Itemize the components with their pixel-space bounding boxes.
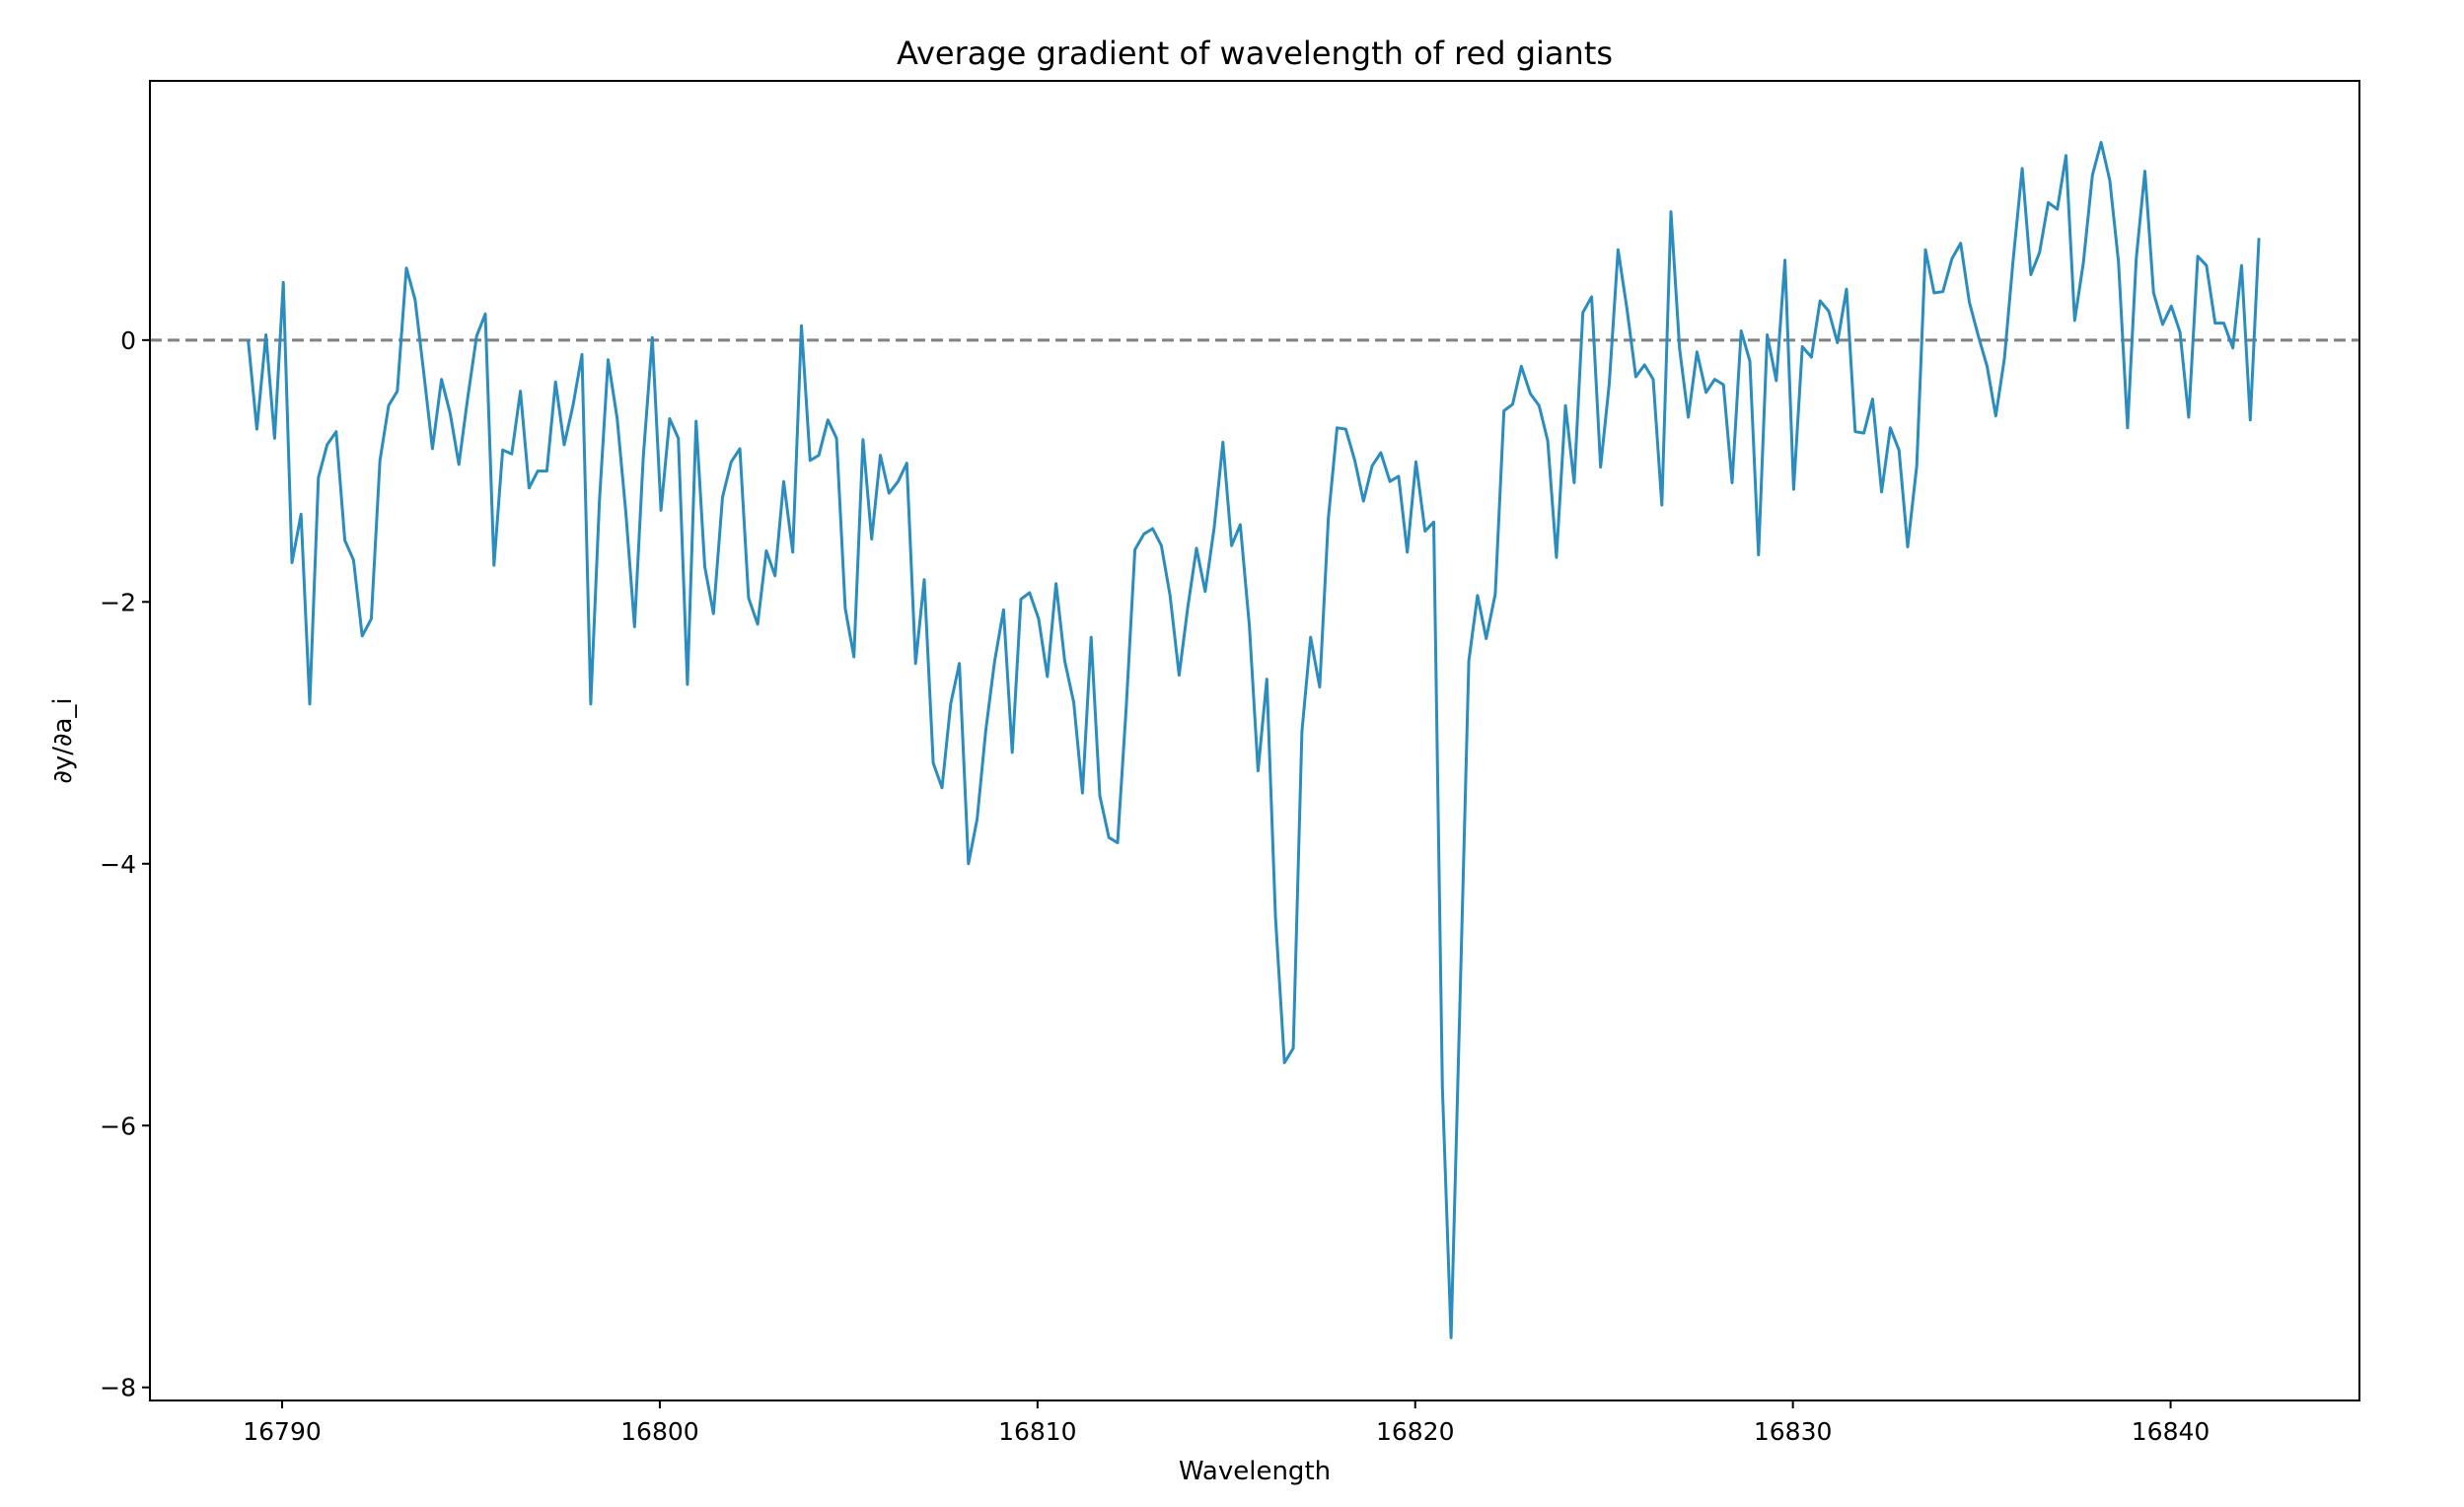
x-tick-label: 16820 [1376, 1417, 1455, 1446]
series-line-0 [247, 140, 2261, 1339]
x-tick-label: 16790 [243, 1417, 322, 1446]
y-tick-label: −4 [100, 850, 136, 879]
y-tick-label: −6 [100, 1112, 136, 1140]
x-tick-label: 16810 [998, 1417, 1077, 1446]
x-axis-label: Wavelength [1179, 1457, 1331, 1486]
x-tick-label: 16840 [2132, 1417, 2210, 1446]
y-tick-label: 0 [120, 326, 136, 355]
y-tick-label: −8 [100, 1374, 136, 1402]
plot-area [150, 140, 2359, 1339]
x-tick-label: 16800 [620, 1417, 699, 1446]
y-axis-label: ∂y/∂a_i [48, 697, 78, 783]
axis-ticks: 16790 16800 16810 16820 16830 16840 0 −2 −4 −6 −8 [100, 326, 2210, 1446]
y-tick-label: −2 [100, 588, 136, 616]
axes-frame [149, 80, 2360, 1401]
x-tick-label: 16830 [1754, 1417, 1833, 1446]
chart-title: Average gradient of wavelength of red gi… [897, 35, 1613, 72]
